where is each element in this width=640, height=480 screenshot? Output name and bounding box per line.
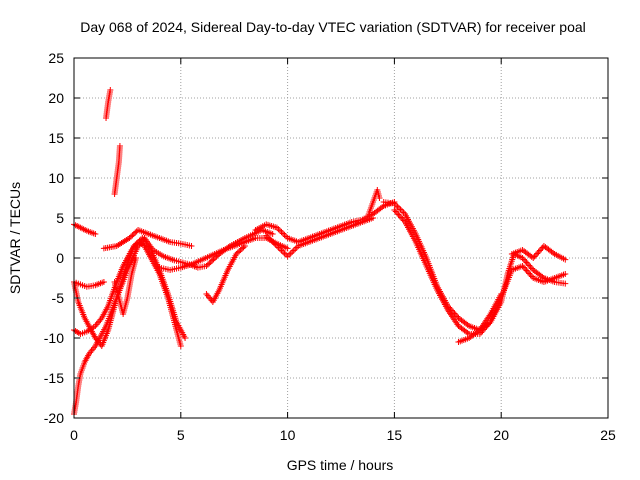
data-point-marker (287, 250, 294, 257)
series-arc-9 (111, 143, 123, 197)
data-point-marker (234, 249, 241, 256)
data-point-marker (233, 251, 240, 257)
x-tick-label: 10 (280, 427, 296, 443)
series-arc-17 (455, 291, 505, 345)
data-point-marker (370, 215, 377, 221)
plot-frame (73, 57, 609, 419)
x-tick-label: 20 (493, 427, 509, 443)
series-arc-11 (203, 243, 248, 305)
x-tick-label: 5 (177, 427, 185, 443)
data-point-marker (281, 250, 288, 257)
data-point-marker (278, 229, 285, 236)
series-arc-5 (71, 221, 99, 237)
chart-title: Day 068 of 2024, Sidereal Day-to-day VTE… (80, 19, 586, 35)
data-point-marker (204, 261, 211, 268)
y-tick-label: -20 (44, 410, 64, 426)
data-point-marker (280, 248, 287, 255)
data-point-marker (536, 247, 543, 254)
y-tick-label: 5 (56, 210, 64, 226)
series-arc-10 (111, 255, 139, 317)
data-point-marker (286, 251, 293, 258)
data-point-marker (236, 248, 243, 255)
data-point-marker (526, 270, 533, 277)
y-axis-label: SDTVAR / TECUs (7, 182, 23, 294)
data-point-marker (100, 279, 107, 285)
data-point-marker (562, 256, 569, 263)
data-point-marker (524, 269, 531, 275)
y-tick-label: 20 (48, 90, 64, 106)
data-point-marker (280, 230, 287, 237)
data-point-marker (524, 261, 531, 267)
data-point-marker (239, 245, 246, 252)
data-point-marker (241, 243, 248, 249)
series-arc-8 (103, 87, 114, 121)
series-arc-18 (508, 243, 569, 263)
y-tick-label: 15 (48, 130, 64, 146)
data-point-marker (276, 227, 283, 234)
series-arc-14 (365, 187, 383, 217)
data-point-marker (210, 256, 217, 263)
data-point-marker (177, 343, 184, 349)
data-point-marker (132, 255, 139, 261)
data-point-marker (376, 195, 383, 201)
data-point-marker (130, 231, 137, 237)
data-point-marker (527, 264, 534, 270)
axis-ticks: 0 5 10 15 20 25 -20 -15 -10 -5 0 5 10 15 20 25 (44, 50, 616, 443)
data-point-marker (92, 231, 99, 237)
data-point-marker (523, 259, 530, 266)
data-point-marker (284, 245, 291, 252)
data-point-marker (520, 264, 527, 271)
data-point-marker (127, 233, 134, 240)
data-point-marker (126, 235, 133, 241)
y-tick-label: -10 (44, 330, 64, 346)
data-point-marker (269, 231, 276, 237)
series-arc-12 (252, 199, 398, 245)
series-arc-3 (71, 239, 184, 349)
data-point-marker (535, 249, 542, 255)
x-tick-label: 0 (70, 427, 78, 443)
data-point-marker (562, 280, 569, 287)
x-axis-label: GPS time / hours (287, 457, 394, 473)
data-point-marker (290, 247, 297, 254)
data-point-marker (207, 259, 214, 265)
data-point-marker (399, 216, 406, 222)
data-point-marker (523, 267, 530, 274)
x-tick-label: 25 (600, 427, 616, 443)
data-point-marker (534, 250, 541, 257)
data-point-marker (281, 232, 288, 239)
series-arc-15 (380, 199, 569, 333)
data-point-marker (182, 335, 189, 341)
data-point-marker (116, 143, 123, 149)
data-point-marker (522, 258, 529, 264)
data-point-marker (527, 272, 534, 278)
data-point-marker (209, 257, 216, 264)
y-tick-label: 25 (48, 50, 64, 66)
series-arc-13 (263, 215, 377, 260)
series-arc-16 (391, 207, 569, 337)
data-point-marker (206, 260, 213, 267)
data-point-marker (203, 263, 210, 269)
data-markers (71, 87, 569, 417)
series-arc-6 (100, 227, 195, 252)
data-point-marker (237, 247, 244, 253)
data-point-marker (132, 229, 139, 236)
data-point-marker (528, 265, 535, 272)
y-tick-label: -15 (44, 370, 64, 386)
data-point-marker (562, 271, 569, 277)
data-point-marker (188, 243, 195, 249)
data-point-marker (289, 248, 296, 255)
data-point-marker (240, 244, 247, 251)
data-point-marker (498, 291, 505, 297)
data-point-marker (284, 253, 291, 260)
data-point-marker (129, 232, 136, 239)
y-tick-label: 0 (56, 250, 64, 266)
data-point-marker (292, 245, 299, 252)
data-point-marker (107, 87, 114, 93)
data-point-marker (531, 253, 538, 260)
x-tick-label: 15 (387, 427, 403, 443)
data-point-marker (526, 262, 533, 269)
y-tick-label: -5 (52, 290, 65, 306)
y-tick-label: 10 (48, 170, 64, 186)
